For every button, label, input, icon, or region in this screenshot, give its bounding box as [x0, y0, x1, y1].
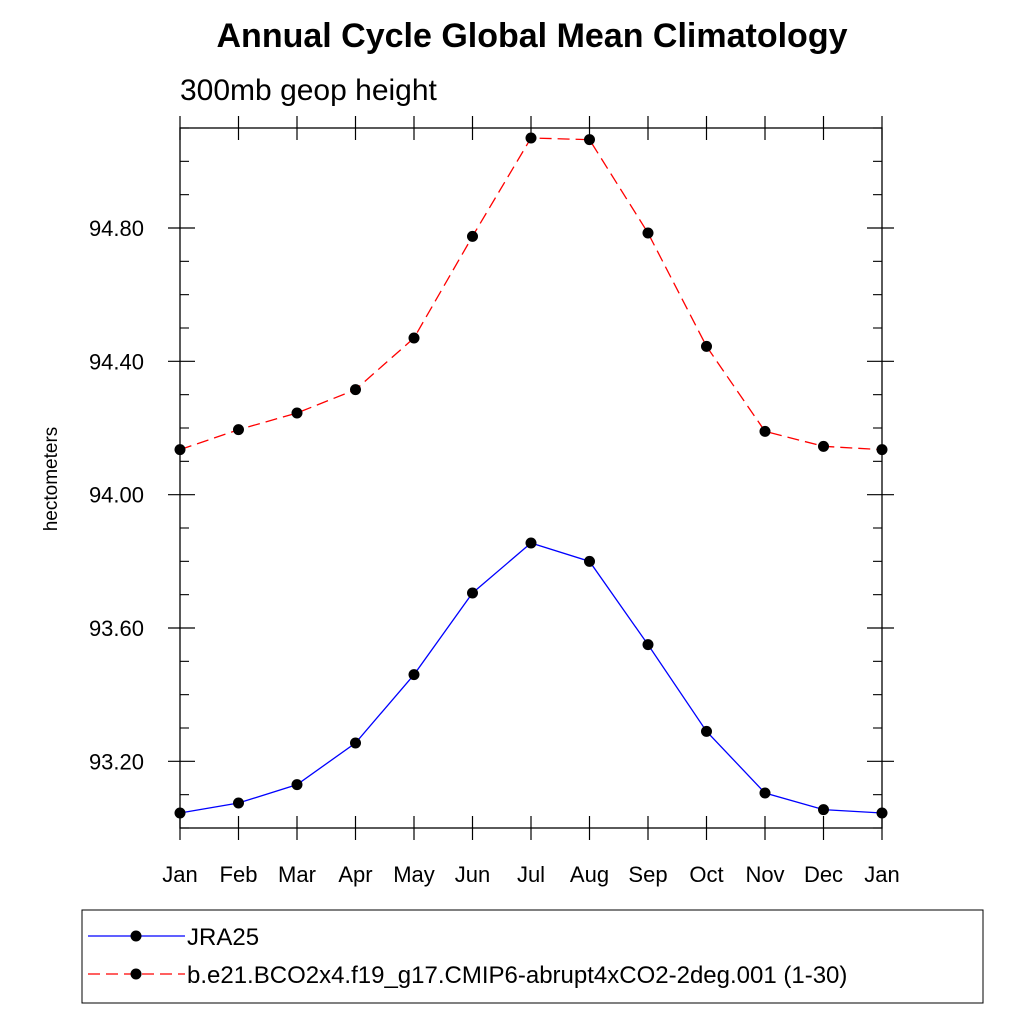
series-1-point	[642, 227, 654, 239]
series-0-point	[525, 537, 537, 549]
series-0-point	[174, 807, 186, 819]
series-1-point	[233, 424, 244, 436]
y-tick-label: 94.00	[89, 483, 144, 508]
series-0-point	[350, 737, 361, 749]
series-line-0	[179, 542, 883, 814]
plot-area: Jan Feb Mar Apr May Jun Jul Aug Sep Oct Nov Dec Jan 9…	[89, 116, 900, 887]
series-0-point	[467, 587, 478, 599]
series-1-point	[174, 444, 186, 456]
series-0-point	[584, 555, 595, 567]
y-tick-label: 94.40	[89, 349, 144, 374]
series-1-point	[701, 340, 712, 352]
x-tick-label: Apr	[338, 862, 372, 887]
series-1-point	[818, 440, 829, 452]
x-tick-label: Jan	[864, 862, 899, 887]
x-tick-label: Mar	[278, 862, 316, 887]
series-0-point	[876, 807, 888, 819]
series-0-point	[233, 797, 244, 809]
series-1-point	[525, 132, 537, 144]
y-tick-label: 93.60	[89, 616, 144, 641]
x-tick-label: May	[393, 862, 435, 887]
plot-frame	[179, 127, 883, 829]
chart-subtitle: 300mb geop height	[180, 74, 438, 107]
series-1-point	[876, 444, 888, 456]
series-1-point	[291, 407, 303, 419]
legend-box	[81, 909, 984, 1004]
y-tick-label: 94.80	[89, 216, 144, 241]
legend-label-1: b.e21.BCO2x4.f19_g17.CMIP6-abrupt4xCO2-2…	[187, 962, 847, 989]
x-tick-label: Feb	[220, 862, 258, 887]
x-tick-label: Jul	[517, 862, 545, 887]
x-tick-label: Sep	[628, 862, 667, 887]
series-1-point	[759, 425, 771, 437]
x-tick-label: Oct	[689, 862, 723, 887]
y-tick-label: 93.20	[89, 749, 144, 774]
series-1-point	[350, 384, 361, 396]
series-0-point	[701, 725, 712, 737]
legend: JRA25 b.e21.BCO2x4.f19_g17.CMIP6-abrupt4x…	[81, 909, 984, 1004]
x-tick-label: Nov	[745, 862, 784, 887]
x-tick-label: Aug	[570, 862, 609, 887]
chart-title: Annual Cycle Global Mean Climatology	[217, 17, 848, 55]
legend-label-0: JRA25	[187, 924, 259, 951]
series-line-1	[179, 137, 883, 451]
series-0-point	[408, 669, 420, 681]
series-1-point	[408, 332, 420, 344]
series-0-point	[642, 639, 654, 651]
legend-marker-1	[130, 968, 142, 980]
x-tick-label: Jan	[162, 862, 197, 887]
series-0-point	[291, 779, 303, 791]
series-0-point	[818, 804, 829, 816]
series-1-point	[584, 134, 595, 146]
x-tick-label: Dec	[804, 862, 843, 887]
series-1-point	[467, 230, 478, 242]
legend-marker-0	[130, 930, 142, 942]
y-axis-label: hectometers	[41, 427, 62, 532]
x-tick-label: Jun	[455, 862, 490, 887]
series-0-point	[759, 787, 771, 799]
